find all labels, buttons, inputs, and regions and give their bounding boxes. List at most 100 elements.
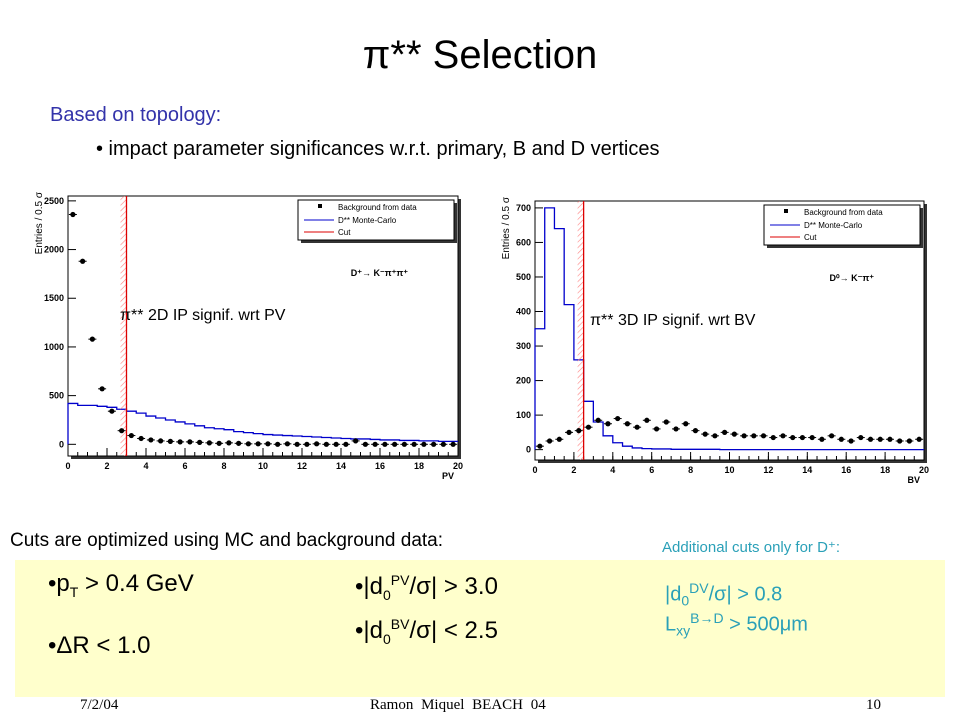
y-axis-label: Entries / 0.5 σ [34,191,45,254]
data-point [275,441,281,447]
data-point [663,419,669,425]
y-tick-label: 2500 [44,196,64,206]
data-point [314,441,320,447]
data-point [741,433,747,439]
data-point [411,441,417,447]
x-tick-label: 18 [414,461,424,471]
x-tick-label: 0 [65,461,70,471]
y-tick-label: 500 [516,272,531,282]
data-point [760,433,767,439]
data-point [673,426,679,432]
cut-dv-sup: DV [689,580,709,596]
x-tick-label: 4 [143,461,148,471]
data-point [245,441,251,447]
cut-bv-sup: BV [390,616,410,632]
cut-lxy: LxyB→D > 500μm [665,610,808,639]
cut-pt-var: p [56,570,70,597]
x-tick-label: 14 [802,465,812,475]
data-point [216,440,222,446]
y-tick-label: 0 [59,439,64,449]
cut-dv-base: |d [665,583,682,606]
x-tick-label: 20 [919,465,929,475]
mc-histogram [67,402,458,445]
data-point [683,421,689,427]
data-point [722,429,728,435]
legend-marker-data [784,209,788,213]
data-point [206,440,212,446]
data-point [236,440,242,446]
data-point [877,436,883,442]
cut-pt-sub: T [69,583,79,600]
data-point [167,438,173,444]
data-point [799,434,806,441]
data-point [148,437,154,443]
legend-label-mc: D** Monte-Carlo [338,216,397,225]
data-point [128,432,134,439]
data-point [431,441,437,447]
data-point [401,441,407,447]
data-point [284,441,290,447]
data-point [333,441,339,447]
footer-page-number: 10 [866,697,881,713]
data-point [255,441,261,447]
x-tick-label: 8 [221,461,226,471]
x-axis-label: BV [907,475,920,485]
legend-label-mc: D** Monte-Carlo [804,221,863,230]
data-point [897,438,903,444]
x-axis-label: PV [442,471,454,481]
cut-dv-rest: /σ| > 0.8 [708,583,783,606]
data-point [109,408,115,414]
data-point [624,421,630,427]
data-point [585,424,592,430]
data-point [537,443,543,449]
cut-hatch [577,201,584,460]
data-point [187,439,193,445]
data-point [556,436,562,442]
data-point [790,434,796,441]
cut-hatch [120,196,127,456]
plot-annotation: π** 3D IP signif. wrt BV [590,312,756,329]
data-point [858,434,864,441]
cut-pv-base: |d [363,573,383,600]
data-point [450,441,456,447]
data-point [304,441,310,447]
footer-date: 7/2/04 [80,697,119,713]
data-point [829,433,835,439]
x-tick-label: 2 [104,461,109,471]
cut-pt-rest: > 0.4 GeV [78,570,194,597]
x-tick-label: 6 [182,461,187,471]
x-tick-label: 8 [688,465,693,475]
cuts-box: •pT > 0.4 GeV •ΔR < 1.0 •|d0PV/σ| > 3.0 … [15,560,945,697]
cut-bv-rest: /σ| < 2.5 [409,617,498,644]
data-point [99,386,105,392]
decay-label: D⁰→ K⁻π⁺ [830,273,875,283]
cut-dv: |d0DV/σ| > 0.8 [665,580,782,609]
data-point [566,429,572,435]
data-point [780,433,786,439]
data-point [819,436,825,442]
x-tick-label: 18 [880,465,890,475]
data-point [421,441,427,447]
y-tick-label: 0 [526,445,531,455]
data-point [138,435,144,442]
legend-label-data: Background from data [804,208,883,217]
additional-cuts-intro: Additional cuts only for D⁺: [662,539,841,556]
data-point [197,439,203,445]
cut-lxy-base: L [665,613,677,636]
data-point [653,426,660,432]
data-point [372,441,378,447]
x-tick-label: 12 [763,465,773,475]
cuts-intro: Cuts are optimized using MC and backgrou… [10,530,444,551]
cut-dv-sub: 0 [681,592,690,609]
data-point [70,211,76,218]
data-point [362,441,368,447]
y-tick-label: 300 [516,341,531,351]
data-point [605,421,611,427]
x-tick-label: 10 [724,465,734,475]
chart-pv: 0 2 4 6 8 10 12 14 16 18 20 0 500 1000 1500 2000 2500 PV E… [34,191,463,481]
y-tick-label: 200 [516,376,531,386]
data-point [158,438,164,444]
data-point [353,438,359,444]
data-point [343,441,349,447]
y-tick-label: 1000 [44,342,64,352]
